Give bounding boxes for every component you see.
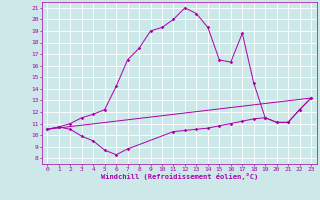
- X-axis label: Windchill (Refroidissement éolien,°C): Windchill (Refroidissement éolien,°C): [100, 173, 258, 180]
